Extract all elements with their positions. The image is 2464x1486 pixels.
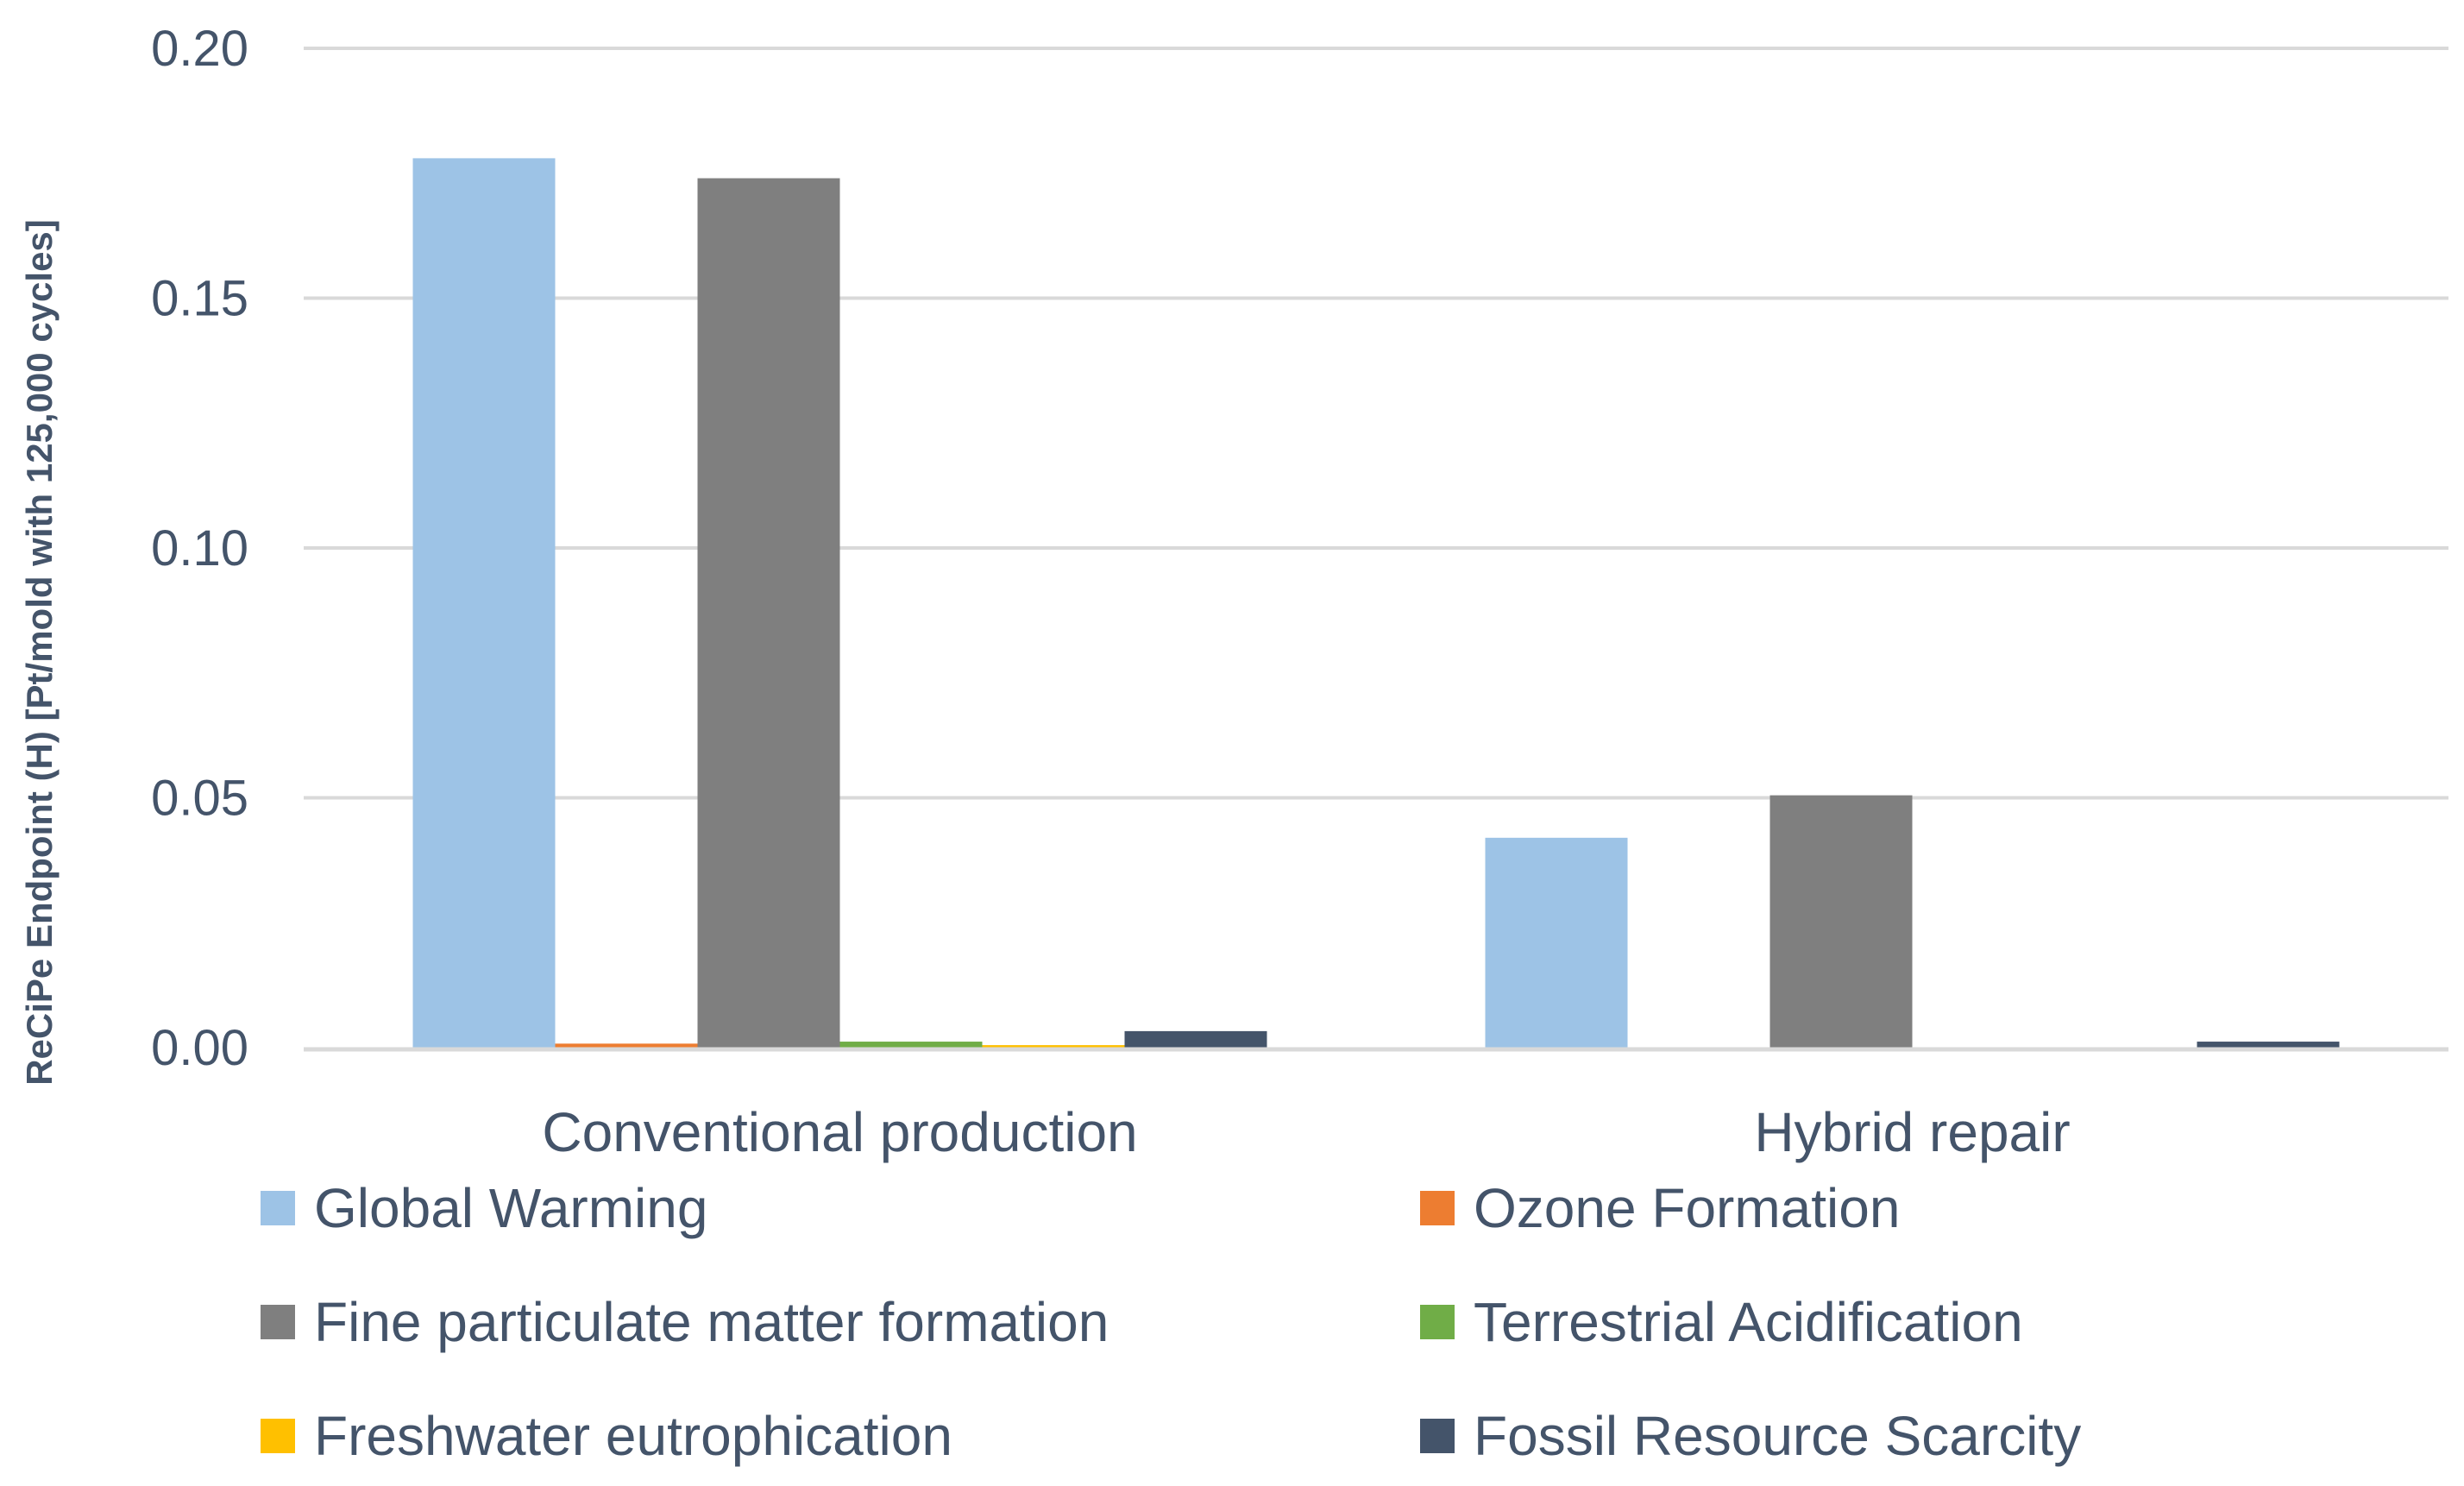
- axes: 0.00 0.05 0.10 0.15 0.20 Conventional product…: [151, 21, 2448, 1163]
- y-axis-label: ReCiPe Endpoint (H) [Pt/mold with 125,00…: [19, 219, 60, 1086]
- bar-global-warming-0: [412, 158, 556, 1048]
- legend-swatch: [1420, 1419, 1455, 1453]
- bar-terrestrial-acidification-0: [839, 1042, 983, 1048]
- bar-fine-particulate-matter-formation-1: [1769, 795, 1913, 1048]
- legend-swatch: [261, 1191, 295, 1225]
- bar-freshwater-eutrophication-0: [982, 1045, 1125, 1048]
- bar-ozone-formation-0: [555, 1043, 698, 1048]
- legend-label: Fine particulate matter formation: [314, 1291, 1109, 1353]
- legend: Global Warming Ozone Formation Fine partic…: [261, 1177, 2081, 1467]
- legend-label: Freshwater eutrophication: [314, 1405, 952, 1467]
- x-category-label: Conventional production: [542, 1101, 1137, 1163]
- x-category-label: Hybrid repair: [1754, 1101, 2070, 1163]
- bar-fossil-resource-scarcity-1: [2197, 1042, 2340, 1048]
- legend-label: Terrestrial Acidification: [1474, 1291, 2023, 1353]
- y-tick-label: 0.10: [151, 520, 248, 576]
- legend-swatch: [261, 1305, 295, 1339]
- bars: [412, 158, 2340, 1048]
- legend-label: Fossil Resource Scarcity: [1474, 1405, 2081, 1467]
- bar-global-warming-1: [1485, 837, 1628, 1048]
- y-tick-label: 0.05: [151, 771, 248, 827]
- y-tick-label: 0.00: [151, 1020, 248, 1076]
- gridlines: [304, 47, 2448, 800]
- legend-label: Ozone Formation: [1474, 1177, 1900, 1239]
- legend-swatch: [1420, 1305, 1455, 1339]
- bar-fossil-resource-scarcity-0: [1124, 1030, 1267, 1048]
- bar-fine-particulate-matter-formation-0: [697, 178, 840, 1048]
- legend-swatch: [1420, 1191, 1455, 1225]
- y-tick-label: 0.15: [151, 271, 248, 327]
- legend-swatch: [261, 1419, 295, 1453]
- legend-label: Global Warming: [314, 1177, 707, 1239]
- y-tick-label: 0.20: [151, 21, 248, 77]
